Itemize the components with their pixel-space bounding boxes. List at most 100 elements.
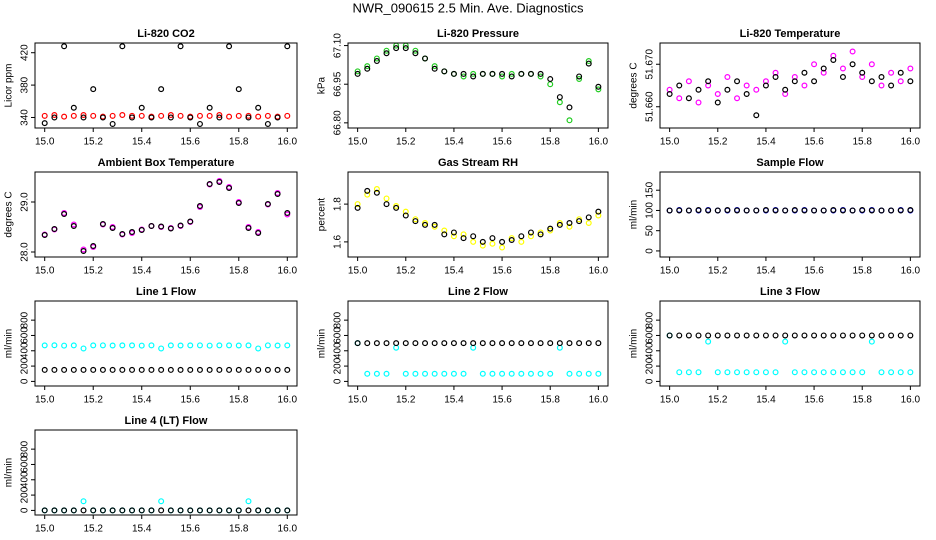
data-point	[888, 207, 895, 214]
data-point	[714, 332, 721, 339]
data-point	[460, 70, 467, 77]
data-point	[255, 104, 262, 111]
data-point	[585, 340, 592, 347]
data-point	[724, 86, 731, 93]
x-tick-label: 15.4	[756, 395, 776, 406]
x-tick-label: 15.2	[83, 137, 103, 148]
data-point	[61, 211, 68, 218]
data-point	[354, 204, 361, 211]
data-point	[431, 340, 438, 347]
data-point	[695, 99, 702, 106]
data-point	[373, 55, 380, 62]
data-point	[753, 369, 760, 376]
data-point	[714, 369, 721, 376]
data-point	[264, 120, 271, 127]
data-point	[245, 498, 252, 505]
data-point	[907, 332, 914, 339]
x-tick-label: 15.4	[444, 395, 464, 406]
y-axis-label: ml/min	[629, 329, 640, 358]
data-point	[585, 370, 592, 377]
data-point	[753, 86, 760, 93]
data-point	[556, 220, 563, 227]
plot-frame	[659, 42, 921, 129]
y-tick-label: 380	[20, 76, 31, 93]
x-tick-label: 15.2	[396, 395, 416, 406]
y-tick-label: 200	[20, 486, 31, 503]
data-point	[820, 369, 827, 376]
x-tick-label: 15.2	[708, 266, 728, 277]
data-point	[354, 201, 361, 208]
data-point	[109, 366, 116, 373]
data-point	[820, 65, 827, 72]
data-point	[51, 226, 58, 233]
data-point	[849, 48, 856, 55]
x-tick-label: 16.0	[901, 266, 921, 277]
data-point	[556, 221, 563, 228]
data-point	[734, 95, 741, 102]
data-point	[216, 366, 223, 373]
y-tick-label: 200	[20, 357, 31, 374]
panel-title: Line 1 Flow	[136, 286, 196, 298]
data-point	[245, 342, 252, 349]
data-point	[724, 207, 731, 214]
data-point	[383, 201, 390, 208]
y-axis-label: ml/min	[629, 200, 640, 229]
x-tick-label: 16.0	[589, 266, 609, 277]
y-tick-label: 28.0	[20, 242, 31, 262]
data-point	[167, 225, 174, 232]
data-point	[148, 223, 155, 230]
x-tick-label: 15.6	[492, 266, 512, 277]
data-point	[284, 210, 291, 217]
data-point	[527, 233, 534, 240]
data-point	[499, 73, 506, 80]
y-tick-label: 800	[333, 311, 344, 328]
plot-frame	[347, 171, 609, 258]
data-point	[383, 370, 390, 377]
data-point	[907, 369, 914, 376]
data-point	[255, 366, 262, 373]
data-point	[489, 340, 496, 347]
x-tick-label: 15.4	[132, 137, 152, 148]
data-point	[791, 78, 798, 85]
data-point	[566, 370, 573, 377]
data-point	[274, 507, 281, 514]
data-point	[206, 507, 213, 514]
data-point	[499, 244, 506, 251]
data-point	[216, 114, 223, 121]
data-point	[762, 82, 769, 89]
data-point	[61, 43, 68, 50]
data-point	[41, 342, 48, 349]
x-tick-label: 16.0	[901, 137, 921, 148]
data-point	[90, 342, 97, 349]
data-point	[226, 43, 233, 50]
data-point	[226, 113, 233, 120]
y-tick-label: 0	[645, 378, 656, 384]
data-point	[187, 218, 194, 225]
data-point	[70, 507, 77, 514]
data-point	[90, 112, 97, 119]
data-point	[177, 222, 184, 229]
data-point	[566, 223, 573, 230]
y-tick-label: 0	[333, 378, 344, 384]
data-point	[782, 207, 789, 214]
data-point	[441, 227, 448, 234]
data-point	[499, 370, 506, 377]
y-tick-label: 200	[645, 357, 656, 374]
data-point	[441, 68, 448, 75]
y-tick-label: 66.80	[333, 110, 344, 135]
data-point	[354, 70, 361, 77]
data-point	[99, 366, 106, 373]
data-point	[734, 78, 741, 85]
y-tick-label: 600	[333, 327, 344, 344]
figure-title: NWR_090615 2.5 Min. Ave. Diagnostics	[353, 0, 584, 15]
data-point	[666, 207, 673, 214]
data-point	[264, 507, 271, 514]
x-tick-label: 15.0	[35, 266, 55, 277]
data-point	[99, 114, 106, 121]
data-point	[518, 340, 525, 347]
x-tick-label: 15.6	[181, 266, 201, 277]
x-tick-label: 15.0	[660, 266, 680, 277]
data-point	[99, 342, 106, 349]
data-point	[402, 370, 409, 377]
data-point	[373, 58, 380, 65]
